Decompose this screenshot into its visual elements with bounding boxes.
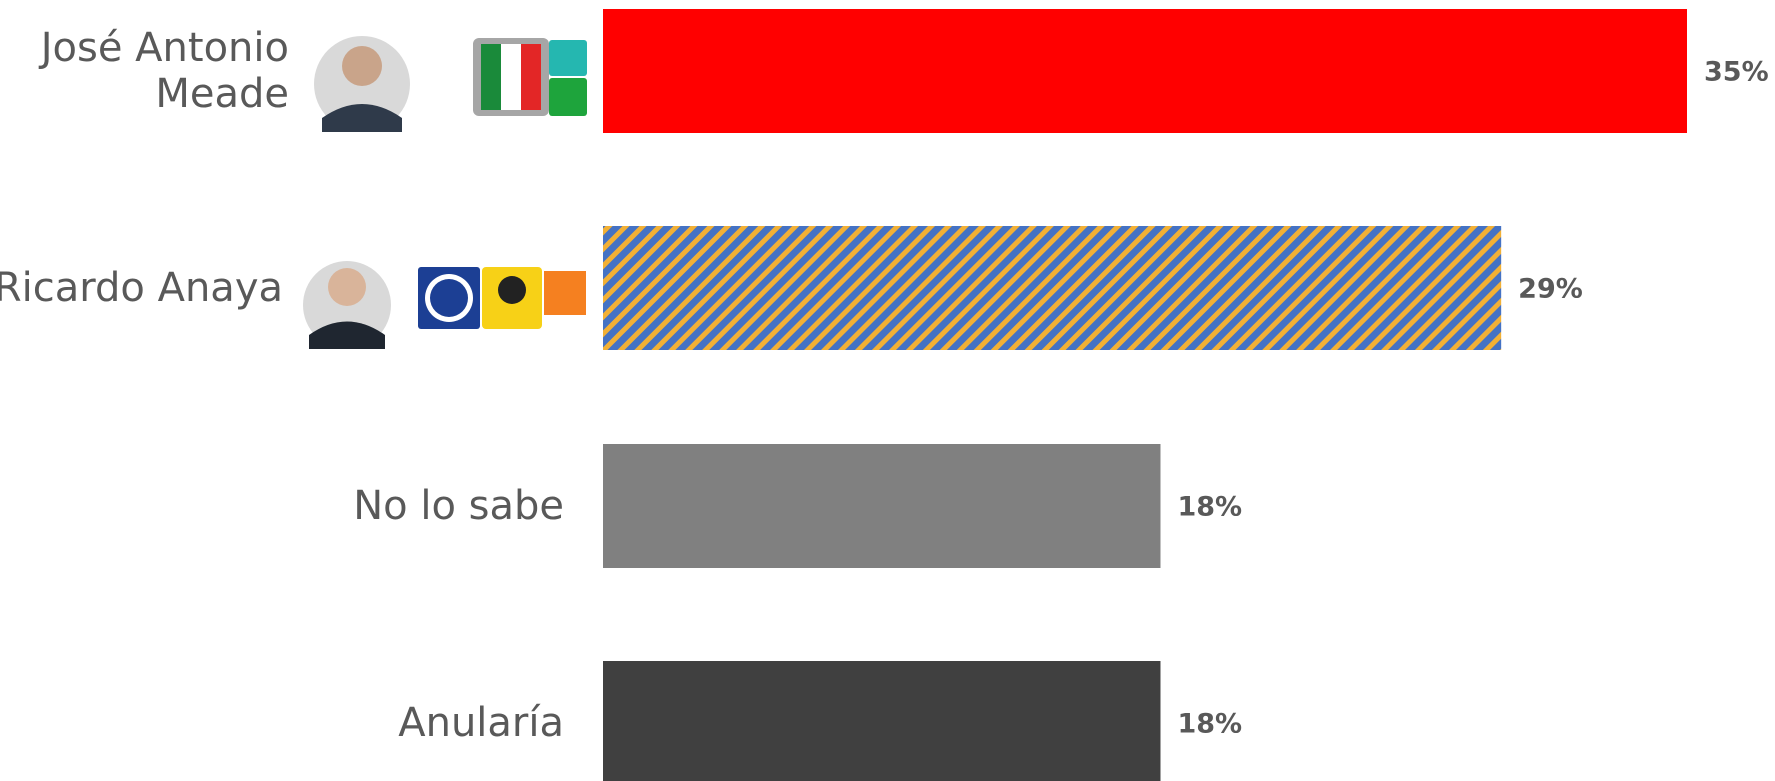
- chart: 35% 29% 18% 18% José Antonio Meade Ricardo A…: [0, 0, 1775, 781]
- value-label: 35%: [1704, 57, 1769, 88]
- value-label: 18%: [1177, 492, 1242, 523]
- category-label: José Antonio Meade: [39, 25, 289, 117]
- category-label: Anularía: [164, 700, 564, 746]
- chart-svg: 35% 29% 18% 18%: [0, 0, 1775, 781]
- party-logos: [473, 38, 587, 116]
- value-label: 18%: [1177, 709, 1242, 740]
- bar: [603, 9, 1687, 133]
- bar: [603, 226, 1501, 350]
- candidate-photo: [314, 36, 410, 132]
- category-label: No lo sabe: [164, 483, 564, 529]
- category-label: Ricardo Anaya: [0, 265, 283, 311]
- bar: [603, 661, 1160, 781]
- value-label: 29%: [1518, 274, 1583, 305]
- candidate-photo: [303, 261, 391, 349]
- party-logos: [418, 267, 586, 329]
- bar: [603, 444, 1160, 568]
